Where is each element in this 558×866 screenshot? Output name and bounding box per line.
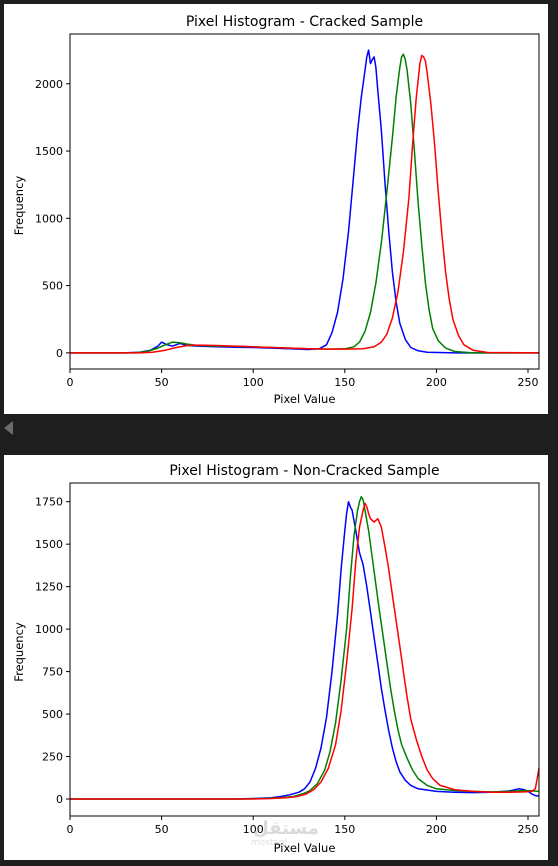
y-tick-label: 1000 [35, 212, 63, 225]
series-line-1 [70, 495, 540, 800]
y-tick-label: 250 [42, 751, 63, 764]
x-tick-label: 100 [243, 823, 264, 836]
x-axis-label: Pixel Value [274, 392, 336, 406]
series-line-2 [70, 502, 540, 800]
y-axis-label: Frequency [12, 176, 26, 236]
y-tick-label: 500 [42, 708, 63, 721]
non-cracked-histogram-chart: Pixel Histogram - Non-Cracked Sample 0 50… [12, 463, 540, 855]
x-axis-label: Pixel Value [274, 841, 336, 855]
chart-panel-non-cracked: Pixel Histogram - Non-Cracked Sample 0 50… [4, 455, 548, 860]
y-tick-label: 750 [42, 666, 63, 679]
y-tick-label: 1500 [35, 145, 63, 158]
x-tick-label: 0 [67, 823, 74, 836]
chart-title: Pixel Histogram - Cracked Sample [186, 14, 423, 30]
plot-frame [69, 33, 540, 370]
x-tick-label: 250 [518, 376, 539, 389]
y-tick-label: 500 [42, 280, 63, 293]
cracked-histogram-chart: Pixel Histogram - Cracked Sample 0 50 100 1… [12, 14, 540, 406]
output-divider [0, 414, 558, 455]
y-tick-label: 2000 [35, 78, 63, 91]
x-tick-label: 100 [243, 376, 264, 389]
series-line-0 [70, 49, 539, 354]
chart-panel-cracked: Pixel Histogram - Cracked Sample 0 50 100 1… [4, 4, 548, 414]
watermark-subtext: mostaql [251, 838, 287, 848]
y-tick-label: 1000 [35, 623, 63, 636]
y-tick-label: 1250 [35, 581, 63, 594]
y-axis-label: Frequency [12, 622, 26, 682]
chart-title: Pixel Histogram - Non-Cracked Sample [169, 463, 439, 479]
series-line-1 [70, 53, 539, 354]
watermark-logo: مستقل [253, 818, 319, 839]
y-tick-label: 0 [56, 347, 63, 360]
plot-frame [69, 482, 540, 817]
y-tick-label: 0 [56, 793, 63, 806]
y-tick-label: 1500 [35, 538, 63, 551]
series-line-0 [70, 500, 540, 800]
x-tick-label: 150 [334, 823, 355, 836]
x-tick-label: 200 [426, 823, 447, 836]
collapse-arrow-icon[interactable] [4, 421, 13, 435]
series-line-2 [70, 54, 540, 354]
y-tick-label: 1750 [35, 496, 63, 509]
x-tick-label: 150 [334, 376, 355, 389]
x-tick-label: 50 [155, 823, 169, 836]
x-tick-label: 250 [518, 823, 539, 836]
x-tick-label: 200 [426, 376, 447, 389]
x-tick-label: 0 [67, 376, 74, 389]
x-tick-label: 50 [155, 376, 169, 389]
